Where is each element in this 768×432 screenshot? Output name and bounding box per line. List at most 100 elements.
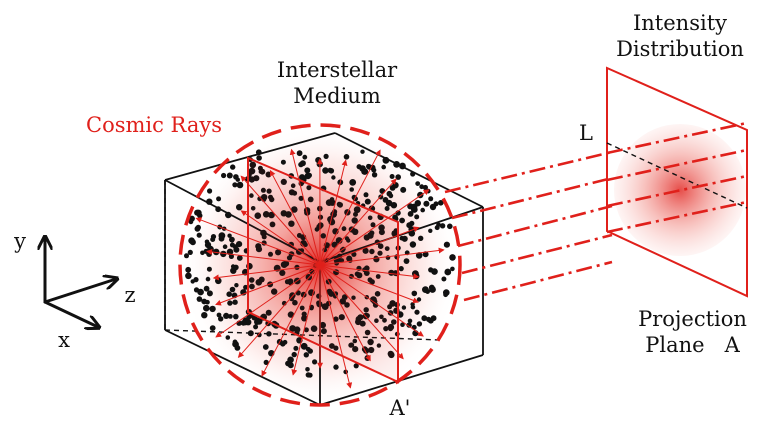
ism-particle [266, 331, 272, 337]
ism-particle [416, 297, 422, 302]
ism-particle [271, 288, 278, 295]
ism-particle [418, 235, 424, 241]
ism-particle [236, 255, 243, 261]
cosmic-ray-arrow [195, 217, 321, 266]
ism-particle [229, 286, 236, 293]
ism-particle [301, 315, 308, 322]
ism-particle [207, 188, 213, 194]
ism-particle [410, 171, 416, 177]
ism-particle [421, 315, 428, 322]
ism-particle [302, 154, 308, 160]
ism-particle [261, 194, 268, 201]
ism-particle [363, 192, 369, 198]
ism-particle [357, 314, 364, 321]
ism-particle [415, 252, 423, 259]
ism-particle [377, 243, 384, 249]
projection-plane-label: Projection Plane A [620, 306, 765, 358]
ism-particle [220, 250, 227, 258]
ism-particle [398, 266, 404, 272]
ism-particle [256, 155, 262, 161]
ism-particle [387, 350, 394, 357]
ism-particle [388, 193, 394, 199]
ism-particle [422, 251, 429, 258]
ism-particle [228, 314, 233, 319]
ism-particle [246, 314, 252, 320]
ism-particle [299, 174, 306, 181]
cosmic-ray-arrow [240, 175, 321, 266]
ism-particle [187, 249, 193, 255]
cosmic-ray-arrow [319, 264, 353, 389]
ism-particle [194, 209, 201, 216]
ism-particle [229, 242, 235, 248]
ism-particle [428, 228, 433, 233]
ism-particle [284, 279, 290, 285]
ism-particle [212, 248, 220, 256]
interstellar-medium-line1: Interstellar [276, 58, 398, 82]
ism-particle [290, 183, 296, 188]
coordinate-axes [45, 238, 116, 327]
ism-particle [371, 172, 378, 178]
ism-particle [306, 185, 312, 191]
cosmic-ray-arrow [319, 159, 348, 266]
slice-plane-a-prime [247, 156, 399, 384]
ism-particle [414, 214, 420, 220]
ism-particle [450, 266, 455, 272]
ism-particle [254, 319, 260, 325]
ism-particle [429, 286, 436, 293]
ism-particle [196, 232, 202, 238]
ism-particle [206, 290, 213, 297]
ism-particle [333, 364, 339, 370]
ism-particle [236, 241, 243, 248]
ism-particle [280, 159, 286, 165]
ism-particle [261, 234, 267, 240]
ism-particle [339, 314, 344, 319]
ism-particle [438, 200, 444, 206]
ism-particle [225, 335, 231, 340]
cosmic-ray-arrow [319, 247, 445, 266]
ism-particle [306, 172, 312, 178]
cosmic-ray-arrow [319, 189, 430, 266]
ism-particle [356, 164, 362, 170]
ism-particle [269, 221, 276, 228]
ism-particle [369, 279, 375, 285]
ism-particle [203, 304, 210, 312]
ism-particle [206, 198, 213, 205]
cosmic-ray-arrow [319, 149, 381, 266]
ism-particle [262, 344, 269, 350]
ism-particle [235, 177, 240, 182]
ism-particle [203, 285, 210, 292]
ism-particle [436, 222, 441, 228]
ism-particle [387, 323, 395, 331]
ism-particle [363, 307, 369, 313]
cosmic-ray-arrow [319, 264, 419, 304]
cosmic-ray-arrow [269, 169, 321, 266]
ism-particle [409, 220, 415, 226]
axis-x-label: x [58, 328, 70, 352]
ism-particle [218, 316, 224, 322]
ism-particle [364, 329, 371, 336]
projection-axis-L [606, 142, 748, 209]
ism-particle [367, 338, 374, 346]
ism-particle [410, 304, 416, 310]
ism-particle [339, 298, 346, 305]
ism-particle [307, 196, 314, 203]
ism-particle [215, 277, 222, 285]
cosmic-ray-arrow [237, 264, 321, 358]
ism-particle [184, 253, 189, 259]
ism-particle [392, 182, 399, 189]
ism-particle [301, 311, 307, 317]
ism-particle [248, 167, 256, 175]
cosmic-ray-arrow [215, 264, 321, 338]
ism-particle [260, 187, 266, 193]
ism-particle [384, 246, 390, 252]
ism-particle [262, 211, 270, 218]
ism-particle [353, 206, 361, 214]
ism-particle [201, 298, 208, 305]
ism-particle [375, 274, 381, 279]
ism-particle [389, 300, 396, 307]
ism-particle [344, 302, 350, 308]
ism-particle [225, 211, 232, 219]
ism-particle [370, 222, 376, 228]
ism-particle [310, 325, 318, 333]
